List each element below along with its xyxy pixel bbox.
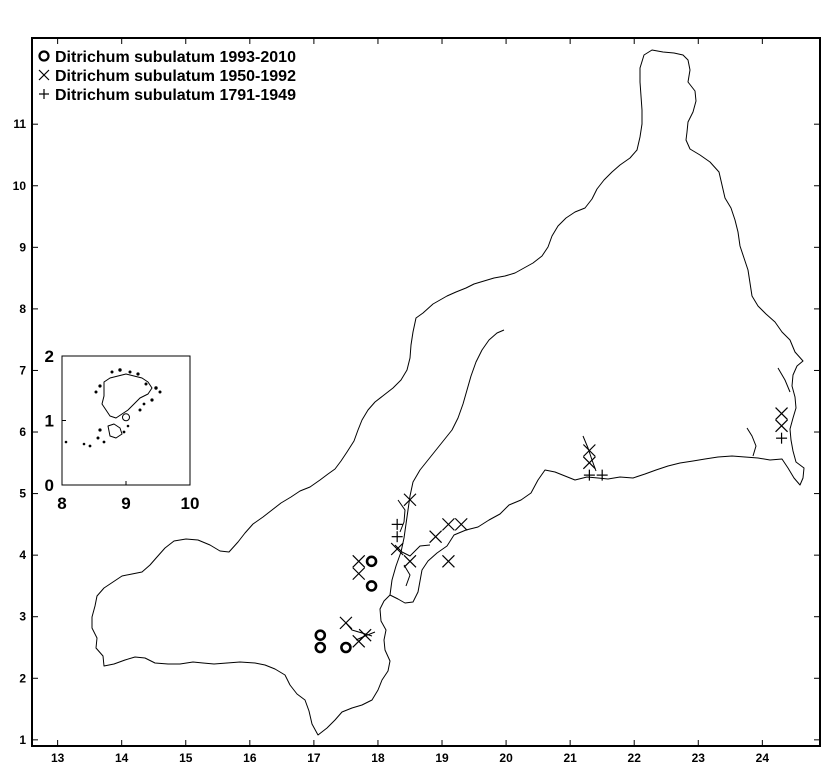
x-tick-label: 22: [628, 751, 642, 765]
record-1993-2010: [365, 555, 378, 568]
record-1950-1992: [403, 554, 417, 568]
y-tick-label: 3: [19, 610, 26, 624]
record-1950-1992: [441, 517, 455, 531]
legend-plus-symbol: [39, 89, 49, 99]
record-1791-1949: [596, 469, 608, 481]
y-tick-label: 4: [19, 548, 26, 562]
x-axis-ticks: 13 14 15 16 17 18 19 20 21 22 23 24: [51, 38, 769, 765]
records-layer: [314, 407, 788, 654]
river-fragment: [345, 367, 791, 641]
inset-record-circle: [122, 413, 130, 422]
record-1950-1992: [454, 517, 468, 531]
record-1791-1949: [583, 469, 595, 481]
y-tick-label: 2: [19, 671, 26, 685]
record-1791-1949: [776, 432, 788, 444]
y-tick-label: 11: [13, 117, 26, 131]
record-1950-1992: [429, 530, 443, 544]
x-tick-label: 15: [179, 751, 193, 765]
y-tick-label: 6: [19, 425, 26, 439]
y-tick-label: 1: [19, 733, 26, 747]
legend-cross-symbol: [38, 69, 50, 81]
x-tick-label: 17: [307, 751, 321, 765]
x-tick-label: 23: [692, 751, 706, 765]
record-1950-1992: [358, 628, 372, 642]
record-1993-2010: [340, 641, 352, 654]
inset-y-tick-label: 0: [45, 476, 54, 495]
legend-label-1993-2010: Ditrichum subulatum 1993-2010: [55, 49, 296, 66]
record-1950-1992: [582, 456, 596, 470]
record-1993-2010: [314, 641, 327, 654]
y-tick-label: 10: [13, 179, 27, 193]
inset-y-tick-label: 2: [45, 347, 54, 366]
record-1791-1949: [391, 518, 403, 530]
legend-label-1950-1992: Ditrichum subulatum 1950-1992: [55, 68, 296, 85]
record-1791-1949: [391, 531, 403, 543]
record-1993-2010: [314, 629, 327, 641]
legend-label-1791-1949: Ditrichum subulatum 1791-1949: [55, 87, 296, 104]
inset-map: 8 9 10 0 1 2: [45, 347, 200, 513]
record-1950-1992: [390, 542, 404, 556]
record-1993-2010: [365, 580, 378, 592]
x-tick-label: 19: [435, 751, 449, 765]
map-frame: [31, 37, 821, 747]
record-1950-1992: [403, 493, 417, 507]
y-tick-label: 7: [19, 363, 26, 377]
inset-x-tick-label: 9: [121, 494, 130, 513]
x-tick-label: 24: [756, 751, 770, 765]
x-tick-label: 18: [371, 751, 385, 765]
record-1950-1992: [775, 407, 788, 420]
x-tick-label: 20: [499, 751, 513, 765]
inset-x-tick-label: 8: [57, 494, 66, 513]
x-tick-label: 21: [563, 751, 577, 765]
inset-axis-ticks: 8 9 10 0 1 2: [45, 347, 200, 513]
record-1950-1992: [582, 444, 596, 457]
y-tick-label: 5: [19, 487, 26, 501]
record-1950-1992: [441, 554, 455, 568]
x-tick-label: 16: [243, 751, 257, 765]
y-tick-label: 9: [19, 240, 26, 254]
legend: Ditrichum subulatum 1993-2010 Ditrichum …: [38, 49, 296, 104]
coastline-mainland: [91, 49, 805, 736]
record-1950-1992: [339, 616, 353, 630]
record-1950-1992: [352, 554, 366, 568]
inset-y-tick-label: 1: [45, 412, 54, 431]
legend-circle-symbol: [38, 50, 50, 62]
inset-records: [122, 413, 130, 422]
y-tick-label: 8: [19, 302, 26, 316]
x-tick-label: 14: [115, 751, 129, 765]
inset-islands: [64, 368, 162, 448]
record-1950-1992: [775, 419, 788, 433]
x-tick-label: 13: [51, 751, 65, 765]
inset-x-tick-label: 10: [181, 494, 200, 513]
coastline-estuary-west: [389, 329, 505, 596]
record-1950-1992: [352, 567, 366, 581]
